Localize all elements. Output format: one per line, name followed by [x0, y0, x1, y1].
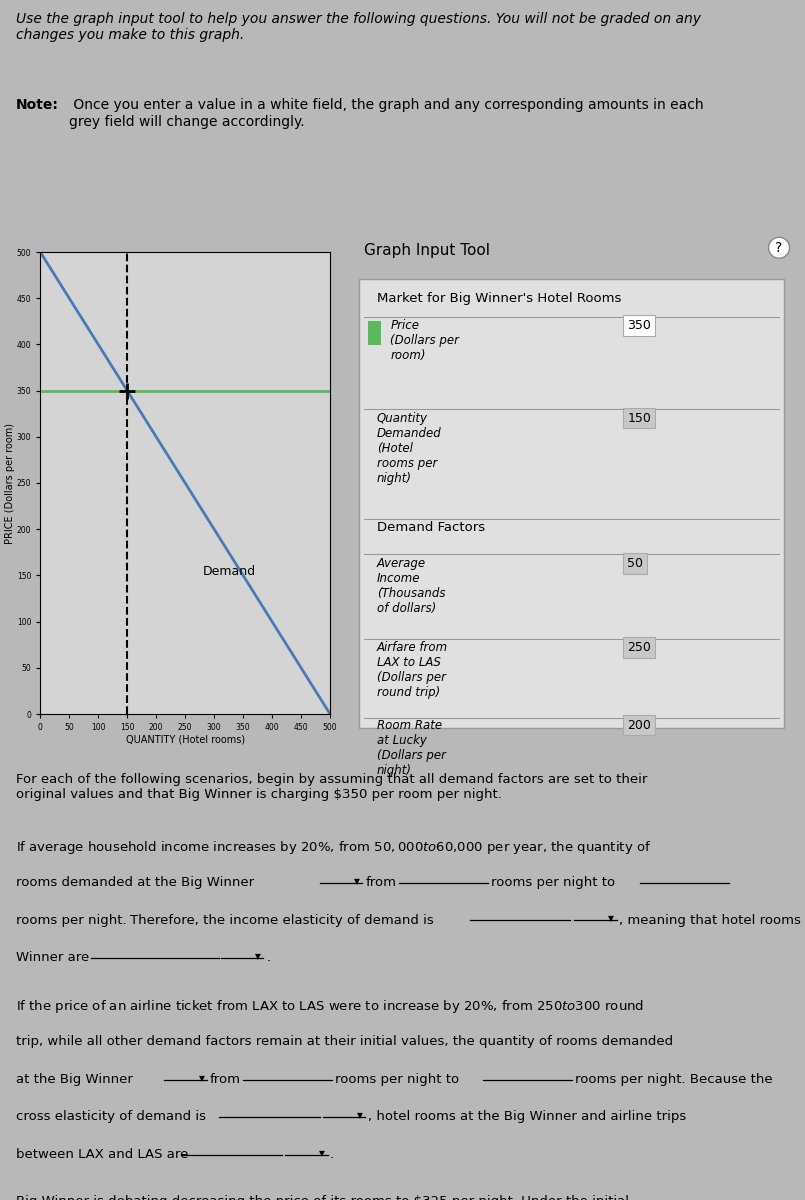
Text: If average household income increases by 20%, from $50,000 to $60,000 per year, : If average household income increases by…: [16, 839, 651, 856]
Text: .: .: [266, 952, 270, 964]
Text: , meaning that hotel rooms at the Big: , meaning that hotel rooms at the Big: [619, 913, 805, 926]
X-axis label: QUANTITY (Hotel rooms): QUANTITY (Hotel rooms): [126, 734, 245, 745]
Text: Big Winner is debating decreasing the price of its rooms to $325 per night. Unde: Big Winner is debating decreasing the pr…: [16, 1195, 629, 1200]
Text: rooms per night to: rooms per night to: [335, 1073, 460, 1086]
Text: Demand: Demand: [203, 565, 256, 578]
Text: 350: 350: [627, 319, 651, 331]
Text: For each of the following scenarios, begin by assuming that all demand factors a: For each of the following scenarios, beg…: [16, 773, 647, 800]
Text: Market for Big Winner's Hotel Rooms: Market for Big Winner's Hotel Rooms: [377, 292, 621, 305]
Text: Price
(Dollars per
room): Price (Dollars per room): [390, 319, 460, 361]
Text: Average
Income
(Thousands
of dollars): Average Income (Thousands of dollars): [377, 557, 445, 614]
Text: , hotel rooms at the Big Winner and airline trips: , hotel rooms at the Big Winner and airl…: [369, 1110, 687, 1123]
Text: 50: 50: [627, 557, 643, 570]
Text: Graph Input Tool: Graph Input Tool: [364, 244, 489, 258]
Text: trip, while all other demand factors remain at their initial values, the quantit: trip, while all other demand factors rem…: [16, 1036, 673, 1049]
Text: ▼: ▼: [609, 914, 614, 924]
Text: at the Big Winner: at the Big Winner: [16, 1073, 133, 1086]
Text: rooms per night. Because the: rooms per night. Because the: [575, 1073, 773, 1086]
Text: ▼: ▼: [354, 877, 360, 886]
Text: from: from: [209, 1073, 241, 1086]
Text: If the price of an airline ticket from LAX to LAS were to increase by 20%, from : If the price of an airline ticket from L…: [16, 998, 644, 1015]
Text: from: from: [365, 876, 396, 889]
Text: Airfare from
LAX to LAS
(Dollars per
round trip): Airfare from LAX to LAS (Dollars per rou…: [377, 641, 448, 700]
Text: Therefore, the income elasticity of demand is: Therefore, the income elasticity of dema…: [130, 913, 434, 926]
Text: Winner are: Winner are: [16, 952, 89, 964]
Y-axis label: PRICE (Dollars per room): PRICE (Dollars per room): [5, 422, 15, 544]
Text: 150: 150: [627, 412, 651, 425]
Text: rooms per night to: rooms per night to: [491, 876, 616, 889]
Text: ?: ?: [775, 241, 782, 254]
Text: 250: 250: [627, 641, 651, 654]
FancyBboxPatch shape: [368, 320, 381, 346]
Text: Note:: Note:: [16, 98, 59, 113]
Text: Once you enter a value in a white field, the graph and any corresponding amounts: Once you enter a value in a white field,…: [68, 98, 704, 128]
Text: Demand Factors: Demand Factors: [377, 521, 485, 534]
Text: ▼: ▼: [320, 1148, 325, 1158]
Text: Quantity
Demanded
(Hotel
rooms per
night): Quantity Demanded (Hotel rooms per night…: [377, 412, 442, 485]
Text: ▼: ▼: [199, 1074, 204, 1082]
Text: rooms demanded at the Big Winner: rooms demanded at the Big Winner: [16, 876, 254, 889]
Text: .: .: [330, 1148, 334, 1160]
Text: 200: 200: [627, 719, 651, 732]
Text: ▼: ▼: [255, 952, 261, 961]
Text: cross elasticity of demand is: cross elasticity of demand is: [16, 1110, 206, 1123]
Text: between LAX and LAS are: between LAX and LAS are: [16, 1148, 188, 1160]
Text: Use the graph input tool to help you answer the following questions. You will no: Use the graph input tool to help you ans…: [16, 12, 701, 42]
Text: Room Rate
at Lucky
(Dollars per
night): Room Rate at Lucky (Dollars per night): [377, 719, 446, 776]
FancyBboxPatch shape: [359, 278, 783, 727]
Text: ▼: ▼: [357, 1111, 363, 1121]
Text: rooms per night.: rooms per night.: [16, 913, 126, 926]
